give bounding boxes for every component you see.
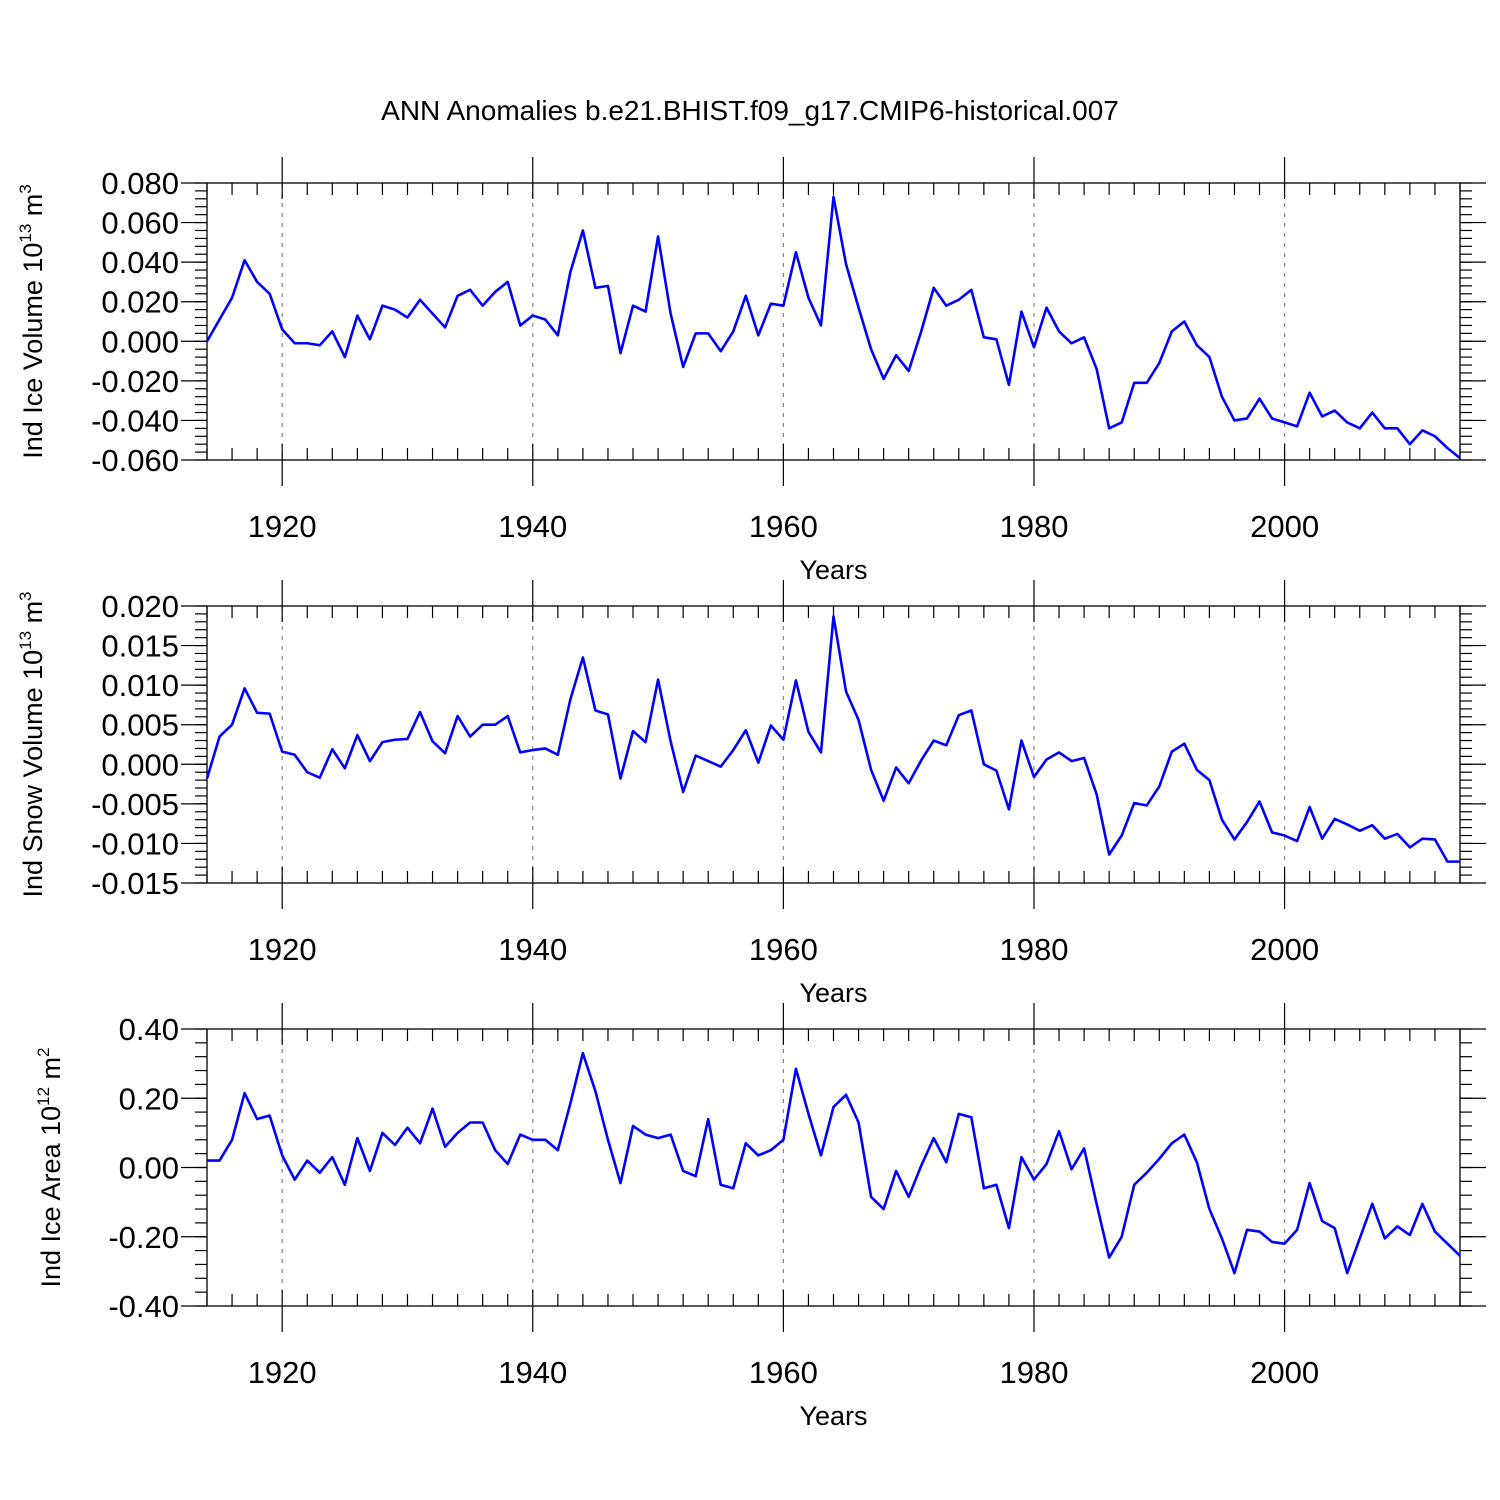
y-tick-label: 0.005 (101, 708, 179, 743)
y-tick-label: -0.015 (91, 866, 179, 901)
panels: 1920 1940 1960 1980 2000 -0.060 -0.040 -0.020 0.… (16, 157, 1486, 1431)
x-tick-label: 1920 (248, 1355, 317, 1390)
figure-title: ANN Anomalies b.e21.BHIST.f09_g17.CMIP6-… (381, 95, 1119, 126)
plot-frame (206, 605, 1461, 884)
data-line (207, 1051, 1461, 1275)
data-line (205, 195, 1461, 460)
x-tick-label: 1940 (498, 509, 567, 544)
y-axis-label: Ind Ice Area 1012 m2 (34, 1047, 66, 1287)
x-tick-label: 1920 (248, 509, 317, 544)
x-tick-label: 1940 (498, 1355, 567, 1390)
chart-panel-2: 1920 1940 1960 1980 2000 -0.015 -0.010 -0.005 0.… (16, 580, 1486, 1008)
plot-frame (206, 1028, 1461, 1307)
x-tick-label: 1980 (999, 1355, 1068, 1390)
y-tick-label: 0.020 (101, 285, 179, 320)
y-tick-label: 0.015 (101, 629, 179, 664)
x-tick-label: 1920 (248, 932, 317, 967)
y-tick-label: 0.000 (101, 324, 179, 359)
x-tick-label: 2000 (1250, 1355, 1319, 1390)
y-tick-label: -0.010 (91, 826, 179, 861)
y-tick-label: 0.00 (119, 1151, 179, 1186)
y-tick-label: 0.080 (101, 166, 179, 201)
x-tick-label: 1940 (498, 932, 567, 967)
y-tick-label: 0.010 (101, 668, 179, 703)
y-tick-label: 0.40 (119, 1012, 179, 1047)
x-tick-label: 2000 (1250, 509, 1319, 544)
y-tick-label: -0.040 (91, 403, 179, 438)
y-tick-label: -0.060 (91, 443, 179, 478)
x-tick-label: 1960 (749, 509, 818, 544)
y-tick-label: 0.060 (101, 206, 179, 241)
y-axis-label: Ind Snow Volume 1013 m3 (16, 591, 48, 897)
y-axis-label: Ind Ice Volume 1013 m3 (16, 184, 48, 459)
y-tick-label: 0.020 (101, 589, 179, 624)
data-line (205, 614, 1460, 863)
y-tick-label: 0.000 (101, 747, 179, 782)
y-tick-label: 0.040 (101, 245, 179, 280)
x-tick-label: 1960 (749, 932, 818, 967)
chart-panel-3: 1920 1940 1960 1980 2000 -0.40 -0.20 0.00 0.20 0.… (34, 1003, 1486, 1431)
x-tick-label: 1980 (999, 932, 1068, 967)
x-tick-label: 1960 (749, 1355, 818, 1390)
x-axis-label: Years (799, 555, 867, 585)
y-tick-label: -0.020 (91, 364, 179, 399)
x-tick-label: 1980 (999, 509, 1068, 544)
chart-panel-1: 1920 1940 1960 1980 2000 -0.060 -0.040 -0.020 0.… (16, 157, 1486, 585)
y-tick-label: 0.20 (119, 1081, 179, 1116)
x-tick-label: 2000 (1250, 932, 1319, 967)
y-tick-label: -0.40 (108, 1289, 179, 1324)
x-axis-label: Years (799, 1401, 867, 1431)
x-axis-label: Years (799, 978, 867, 1008)
y-tick-label: -0.20 (108, 1220, 179, 1255)
y-tick-label: -0.005 (91, 787, 179, 822)
